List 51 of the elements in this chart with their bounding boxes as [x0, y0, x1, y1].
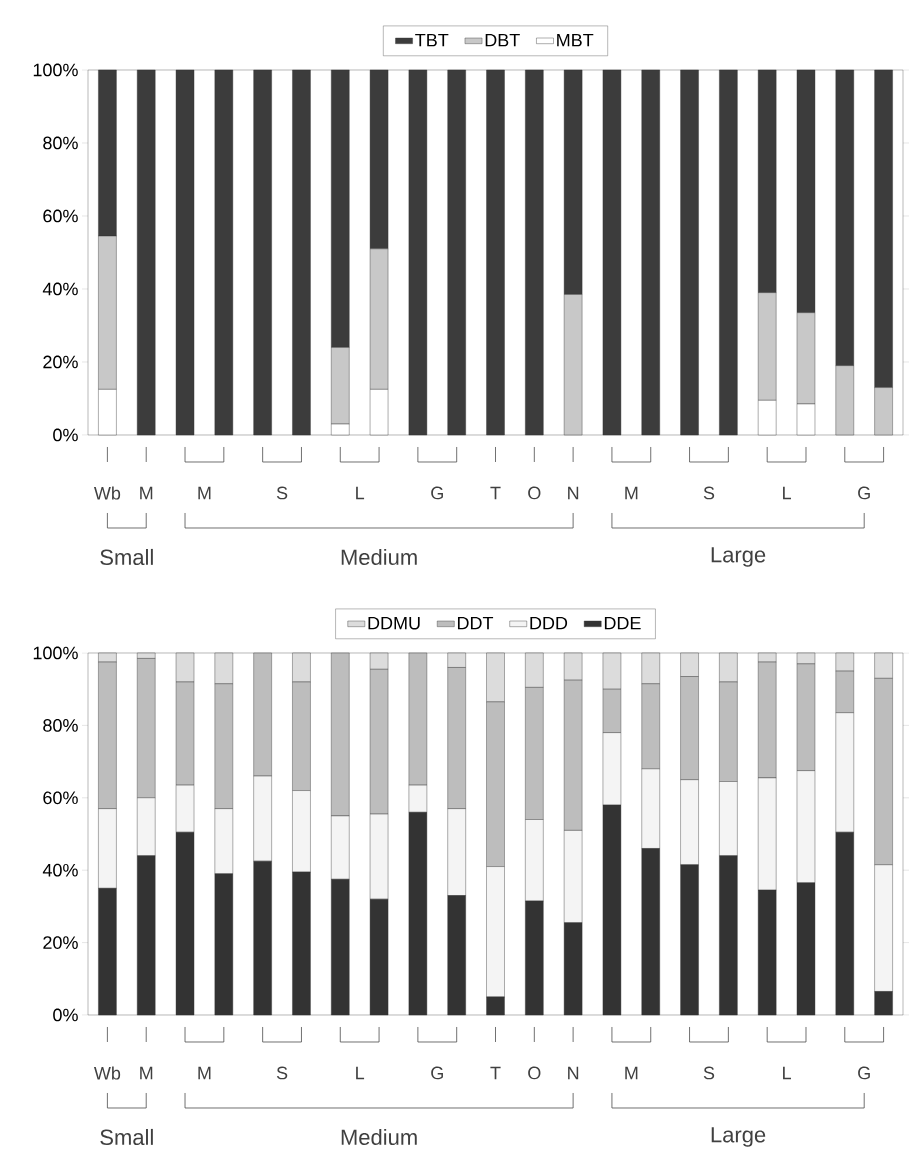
legend-label: DDD [530, 616, 568, 630]
x-tick-label: T [490, 486, 501, 500]
legend-label: DDMU [368, 616, 420, 630]
x-tick-label: L [356, 1066, 365, 1080]
y-tick-label: 100% [33, 63, 78, 77]
x-tick-label: M [198, 486, 211, 500]
x-tick-label: M [140, 1066, 153, 1080]
y-tick-label: 60% [43, 791, 78, 805]
x-tick-label: M [625, 1066, 638, 1080]
y-tick-label: 40% [42, 282, 78, 296]
x-tick-label: L [356, 486, 365, 500]
x-tick-label: Wb [93, 1066, 121, 1080]
y-tick-label: 20% [43, 355, 78, 369]
x-tick-label: L [783, 1066, 791, 1080]
y-tick-label: 80% [43, 719, 78, 732]
x-tick-label: G [858, 1066, 870, 1080]
y-tick-label: 40% [42, 863, 78, 877]
legend-label: DDE [604, 616, 641, 630]
x-tick-label: S [703, 1066, 715, 1080]
x-tick-label: Wb [93, 486, 121, 500]
text: Large [711, 1127, 766, 1147]
x-tick-label: M [625, 486, 638, 500]
y-tick-label: 0% [53, 1008, 78, 1022]
x-tick-label: O [528, 1066, 541, 1080]
x-tick-label: S [276, 1066, 288, 1080]
x-tick-label: G [431, 1066, 443, 1080]
text: Medium [341, 1128, 417, 1146]
x-tick-label: M [198, 1066, 211, 1080]
x-tick-label: M [140, 486, 153, 500]
x-tick-label: G [431, 486, 443, 500]
x-tick-label: L [783, 486, 791, 500]
x-tick-label: N [568, 1066, 579, 1080]
x-tick-label: G [858, 486, 870, 500]
legend-label: TBT [415, 33, 449, 47]
text: Small [100, 548, 153, 566]
y-tick-label: 0% [53, 428, 78, 442]
text: Medium [341, 548, 417, 566]
y-tick-label: 80% [43, 136, 78, 150]
legend-label: DBT [485, 33, 520, 47]
x-tick-label: T [490, 1066, 501, 1080]
y-tick-label: 60% [43, 209, 78, 223]
x-tick-label: O [528, 486, 541, 500]
text: Small [100, 1128, 153, 1146]
legend-label: MBT [557, 33, 594, 47]
x-tick-label: S [703, 486, 715, 500]
y-tick-label: 100% [33, 646, 78, 660]
y-tick-label: 20% [43, 936, 78, 949]
x-tick-label: S [276, 486, 288, 500]
x-tick-label: N [568, 486, 579, 500]
text: Large [711, 547, 766, 567]
legend-label: DDT [457, 616, 494, 630]
